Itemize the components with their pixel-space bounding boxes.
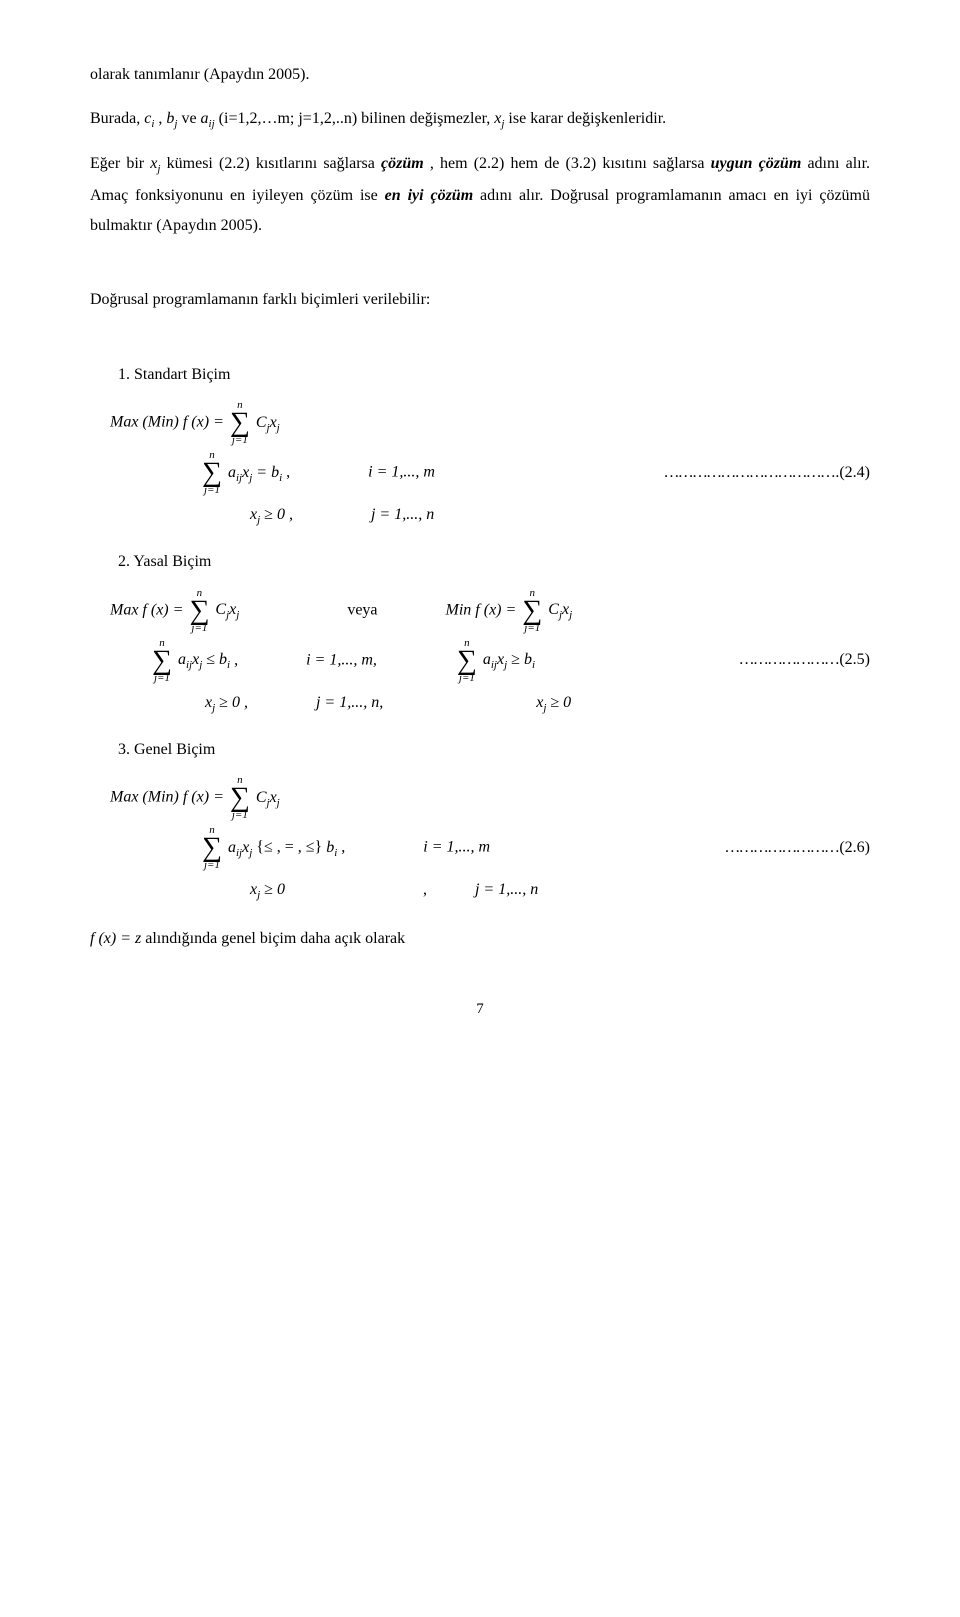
text: ve <box>181 110 200 127</box>
text: kümesi (2.2) kısıtlarını sağlarsa <box>167 155 381 172</box>
minfx: Min f (x) = <box>446 601 521 618</box>
dots: ……………………………… <box>665 464 836 481</box>
sigma-icon: n ∑ j=1 <box>522 588 542 634</box>
sigma-icon: n ∑ j=1 <box>230 775 250 821</box>
paragraph-1: olarak tanımlanır (Apaydın 2005). <box>90 60 870 90</box>
comma: , <box>341 839 345 856</box>
text: Eğer bir <box>90 155 150 172</box>
text: Max (Min) f (x) = <box>110 789 228 806</box>
cjxj: Cjxj <box>256 414 280 431</box>
page-number: 7 <box>90 995 870 1024</box>
eq-number-26: ……………………(2.6) <box>726 833 870 863</box>
comma: , <box>234 651 238 668</box>
eq-1-nonneg: xj ≥ 0 , j = 1,..., n <box>90 500 870 531</box>
heading: Doğrusal programlamanın farklı biçimleri… <box>90 285 870 315</box>
eq-2-objective: Max f (x) = n ∑ j=1 Cjxj veya Min f (x) … <box>90 588 870 634</box>
i-range: i = 1,..., m <box>423 839 490 856</box>
item-2: 2. Yasal Biçim <box>118 547 870 577</box>
text: Burada, <box>90 110 144 127</box>
cjxj: Cjxj <box>548 601 572 618</box>
eq-3-nonneg: xj ≥ 0 , j = 1,..., n <box>90 875 870 906</box>
term-uygun: uygun çözüm <box>711 155 802 172</box>
eq-3-objective: Max (Min) f (x) = n ∑ j=1 Cjxj <box>90 775 870 821</box>
text: (i=1,2,…m; j=1,2,..n) bilinen değişmezle… <box>219 110 495 127</box>
paragraph-3: Eğer bir xj kümesi (2.2) kısıtlarını sağ… <box>90 149 870 241</box>
paragraph-2: Burada, ci , bj ve aij (i=1,2,…m; j=1,2,… <box>90 104 870 135</box>
text: ise karar değişkenleridir. <box>508 110 666 127</box>
i-range: i = 1,..., m <box>368 464 435 481</box>
term-cozum: çözüm <box>381 155 424 172</box>
aijxj: aijxj <box>228 464 256 481</box>
maxfx: Max f (x) = <box>110 601 187 618</box>
sigma-icon: n ∑ j=1 <box>152 638 172 684</box>
text: , hem (2.2) hem de (3.2) kısıtını sağlar… <box>430 155 711 172</box>
term-eniyi: en iyi çözüm <box>385 187 473 204</box>
text: alındığında genel biçim daha açık olarak <box>145 930 405 947</box>
sigma-icon: n ∑ j=1 <box>202 825 222 871</box>
j-range: j = 1,..., n, <box>316 694 383 711</box>
var-xj: xj <box>150 155 160 172</box>
comma: , <box>286 464 290 481</box>
xj-ge0: xj ≥ 0 <box>250 881 285 898</box>
xj-ge0-right: xj ≥ 0 <box>536 694 571 711</box>
aijxj: aijxj <box>178 651 206 668</box>
ge-bi: ≥ bi <box>511 651 535 668</box>
last-line: f (x) = z alındığında genel biçim daha a… <box>90 924 870 954</box>
fxz: f (x) = z <box>90 930 141 947</box>
veya: veya <box>347 601 377 618</box>
le-bi: ≤ bi <box>206 651 230 668</box>
bi: bi <box>326 839 337 856</box>
item-1: 1. Standart Biçim <box>118 360 870 390</box>
var-bj: bj <box>166 110 177 127</box>
eq-1-objective: Max (Min) f (x) = n ∑ j=1 Cjxj <box>90 400 870 446</box>
cjxj: Cjxj <box>256 789 280 806</box>
xj-ge0: xj ≥ 0 , <box>205 694 248 711</box>
dots: …………………… <box>726 839 840 856</box>
j-range: j = 1,..., n <box>371 506 434 523</box>
i-range: i = 1,..., m, <box>306 651 377 668</box>
eq-bi: = bi <box>256 464 282 481</box>
eq-3-constraint: n ∑ j=1 aijxj {≤ , = , ≤} bi , i = 1,...… <box>90 825 870 871</box>
sigma-icon: n ∑ j=1 <box>189 588 209 634</box>
braces: {≤ , = , ≤} <box>256 839 326 856</box>
text: Max (Min) f (x) = <box>110 414 228 431</box>
comma: , <box>423 881 427 898</box>
dots: ………………… <box>740 651 840 668</box>
item-3: 3. Genel Biçim <box>118 735 870 765</box>
eq-1-constraint: n ∑ j=1 aijxj = bi , i = 1,..., m ………………… <box>90 450 870 496</box>
var-ci: ci <box>144 110 154 127</box>
eq-2-constraint: n ∑ j=1 aijxj ≤ bi , i = 1,..., m, n ∑ j… <box>90 638 870 684</box>
sigma-icon: n ∑ j=1 <box>202 450 222 496</box>
sigma-icon: n ∑ j=1 <box>457 638 477 684</box>
sigma-icon: n ∑ j=1 <box>230 400 250 446</box>
eq-number-24: ……………………………….(2.4) <box>665 458 870 488</box>
eq-2-nonneg: xj ≥ 0 , j = 1,..., n, xj ≥ 0 <box>90 688 870 719</box>
var-xj: xj <box>494 110 504 127</box>
var-aij: aij <box>201 110 215 127</box>
aijxj: aijxj <box>228 839 256 856</box>
j-range: j = 1,..., n <box>475 881 538 898</box>
xj-ge0: xj ≥ 0 , <box>250 506 293 523</box>
aijxj: aijxj <box>483 651 511 668</box>
cjxj: Cjxj <box>215 601 243 618</box>
eq-number-25: …………………(2.5) <box>740 645 870 675</box>
